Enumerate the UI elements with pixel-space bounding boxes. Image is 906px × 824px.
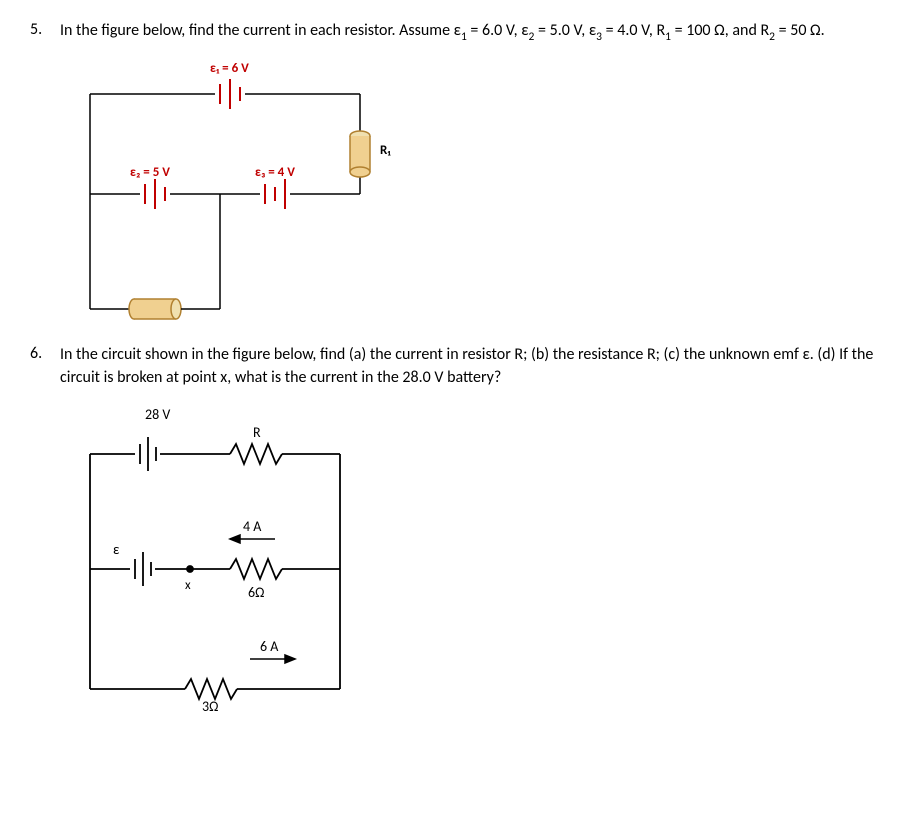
text-prefix: In the figure below, find the current in… [60, 21, 454, 40]
problem-text: In the circuit shown in the figure below… [60, 344, 876, 389]
label-eps3: ε₃ = 4 V [255, 165, 295, 180]
r2-sym: R [760, 21, 769, 40]
label-R: R [253, 424, 261, 441]
problem-number: 5. [30, 20, 60, 324]
label-x: x [185, 578, 191, 593]
problem-5: 5. In the figure below, find the current… [30, 20, 876, 324]
eps3-sub: 3 [596, 30, 602, 44]
eps1-sub: 1 [461, 30, 467, 44]
problem-text: In the figure below, find the current in… [60, 20, 876, 44]
label-eps: ε [113, 541, 120, 558]
problem-6: 6. In the circuit shown in the figure be… [30, 344, 876, 719]
label-r1: R₁ [380, 143, 391, 158]
label-eps2: ε₂ = 5 V [130, 165, 170, 180]
problem-body: In the circuit shown in the figure below… [60, 344, 876, 719]
label-3ohm: 3Ω [202, 698, 218, 715]
r1-val: = 100 Ω, and [671, 21, 760, 40]
label-4a: 4 A [243, 518, 262, 535]
problem-number: 6. [30, 344, 60, 719]
label-eps1: ε₁ = 6 V [210, 61, 249, 76]
r1-sym: R [656, 21, 665, 40]
eps1-sym: ε [454, 21, 461, 40]
label-6a: 6 A [260, 638, 279, 655]
r1-sub: 1 [665, 30, 671, 44]
circuit-diagram-6: 28 V R ε x 4 A 6Ω 6 A 3Ω [60, 399, 370, 719]
eps2-sym: ε [521, 21, 528, 40]
r2-val: = 50 Ω. [775, 21, 825, 40]
label-28v: 28 V [145, 406, 170, 423]
circuit-diagram-5: ε₁ = 6 V ε₂ = 5 V ε₃ = 4 V R₁ R₂ [60, 54, 420, 324]
problem-body: In the figure below, find the current in… [60, 20, 876, 324]
eps2-val: = 5.0 V, [534, 21, 588, 40]
eps1-val: = 6.0 V, [467, 21, 521, 40]
eps2-sub: 2 [529, 30, 535, 44]
eps3-val: = 4.0 V, [602, 21, 656, 40]
label-6ohm: 6Ω [248, 584, 264, 601]
r2-sub: 2 [769, 30, 775, 44]
